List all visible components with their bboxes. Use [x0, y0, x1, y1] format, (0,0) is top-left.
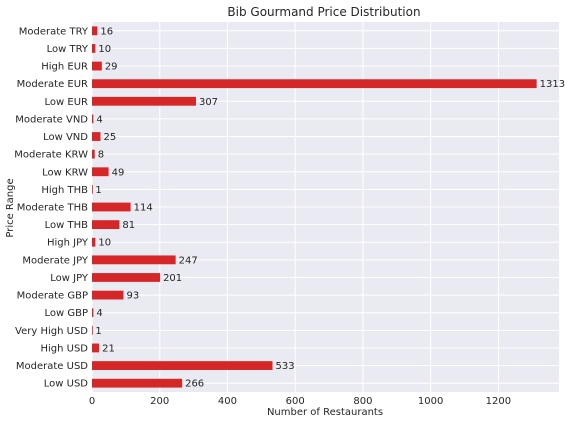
bar — [92, 149, 95, 159]
y-tick-label: Very High USD — [15, 326, 88, 337]
y-tick-label: Low VND — [43, 132, 88, 143]
data-label: 247 — [179, 255, 198, 266]
data-label: 4 — [96, 308, 102, 319]
x-tick-label: 0 — [89, 396, 95, 407]
bar — [92, 237, 96, 247]
y-tick-label: Moderate THB — [17, 203, 88, 214]
bar — [92, 167, 109, 177]
bar — [92, 343, 100, 353]
y-tick-label: Low KRW — [42, 167, 88, 178]
data-label: 25 — [103, 132, 116, 143]
x-axis-title: Number of Restaurants — [267, 407, 383, 418]
y-tick-label: Moderate TRY — [19, 26, 89, 37]
data-label: 8 — [98, 150, 104, 161]
y-tick-label: Moderate JPY — [22, 255, 88, 266]
y-tick-label: Moderate GBP — [17, 291, 88, 302]
y-tick-label: High THB — [41, 185, 88, 196]
bar — [92, 220, 120, 230]
y-tick-label: Low TRY — [47, 44, 89, 55]
bar — [92, 273, 161, 282]
bar — [92, 202, 131, 212]
data-label: 1 — [95, 185, 101, 196]
data-label: 21 — [102, 343, 115, 354]
x-tick-label: 1000 — [418, 396, 443, 407]
bar — [92, 255, 176, 265]
data-label: 201 — [163, 273, 182, 284]
y-tick-label: Moderate USD — [16, 361, 88, 372]
y-tick-label: Low JPY — [50, 273, 89, 284]
x-tick-label: 800 — [353, 396, 372, 407]
x-tick-label: 600 — [286, 396, 305, 407]
bar — [92, 61, 102, 71]
bar — [92, 361, 273, 370]
bar — [92, 290, 124, 300]
x-axis-ticks: 0 200 400 600 800 1000 1200 — [89, 396, 511, 407]
data-label: 1313 — [540, 79, 565, 90]
x-tick-label: 1200 — [486, 396, 511, 407]
data-label: 114 — [134, 203, 153, 214]
y-tick-label: Low EUR — [45, 97, 89, 108]
data-label: 1 — [95, 326, 101, 337]
y-tick-label: High USD — [40, 343, 88, 354]
bar — [92, 378, 183, 388]
data-label: 81 — [122, 220, 135, 231]
bar — [92, 44, 96, 53]
y-tick-label: Low GBP — [44, 308, 88, 319]
y-tick-label: High JPY — [47, 238, 89, 249]
bar — [92, 184, 93, 194]
y-tick-label: High EUR — [41, 62, 88, 73]
bar — [92, 26, 98, 36]
data-label: 4 — [96, 114, 102, 125]
data-label: 307 — [199, 97, 218, 108]
y-tick-label: Low USD — [44, 379, 89, 390]
data-labels: 2665332114932012471081114149825430713132… — [95, 26, 565, 389]
bar — [92, 79, 537, 89]
bar — [92, 132, 101, 141]
bar — [92, 308, 94, 318]
data-label: 10 — [98, 238, 111, 249]
y-tick-label: Moderate VND — [15, 114, 88, 125]
data-label: 49 — [112, 167, 125, 178]
data-label: 16 — [100, 26, 113, 37]
bar — [92, 114, 94, 124]
y-tick-label: Moderate KRW — [14, 150, 88, 161]
data-label: 29 — [105, 62, 118, 73]
data-label: 266 — [185, 379, 204, 390]
y-axis-ticks: Low USD Moderate USD High USD Very High USD… — [14, 26, 89, 389]
y-axis-title: Price Range — [5, 178, 16, 237]
chart-title: Bib Gourmand Price Distribution — [227, 5, 420, 19]
data-label: 93 — [126, 291, 139, 302]
bar — [92, 325, 93, 335]
x-tick-label: 200 — [150, 396, 169, 407]
bar — [92, 96, 196, 106]
data-label: 10 — [98, 44, 111, 55]
bars — [92, 26, 537, 388]
y-tick-label: Low THB — [45, 220, 88, 231]
data-label: 533 — [276, 361, 295, 372]
x-tick-label: 400 — [218, 396, 237, 407]
y-tick-label: Moderate EUR — [17, 79, 88, 90]
